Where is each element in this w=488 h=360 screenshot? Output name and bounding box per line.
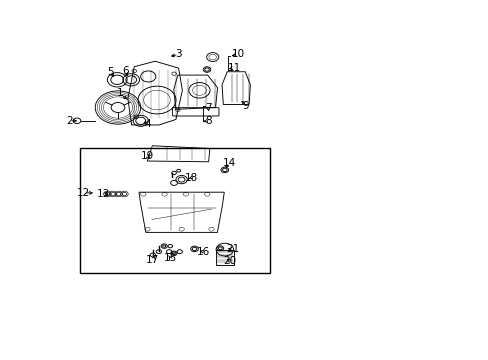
Bar <box>216 249 233 265</box>
Text: 20: 20 <box>223 256 236 266</box>
Text: 5: 5 <box>107 67 114 77</box>
Text: 6: 6 <box>122 66 129 76</box>
Text: 16: 16 <box>196 247 209 257</box>
Text: 21: 21 <box>225 244 239 254</box>
Text: 14: 14 <box>223 158 236 168</box>
Text: 17: 17 <box>146 255 159 265</box>
Text: 12: 12 <box>77 188 90 198</box>
Text: 15: 15 <box>163 253 177 263</box>
Text: 4: 4 <box>144 118 150 129</box>
Text: 8: 8 <box>204 116 211 126</box>
Text: 2: 2 <box>66 116 73 126</box>
Text: 7: 7 <box>204 103 211 113</box>
Text: 3: 3 <box>175 49 182 59</box>
Bar <box>80 148 269 273</box>
Text: 10: 10 <box>231 49 244 59</box>
Text: 9: 9 <box>242 100 249 111</box>
Text: 1: 1 <box>116 88 123 98</box>
Text: 19: 19 <box>141 151 154 161</box>
Text: 13: 13 <box>97 189 110 199</box>
Text: 18: 18 <box>185 173 198 183</box>
Text: 11: 11 <box>227 63 241 73</box>
